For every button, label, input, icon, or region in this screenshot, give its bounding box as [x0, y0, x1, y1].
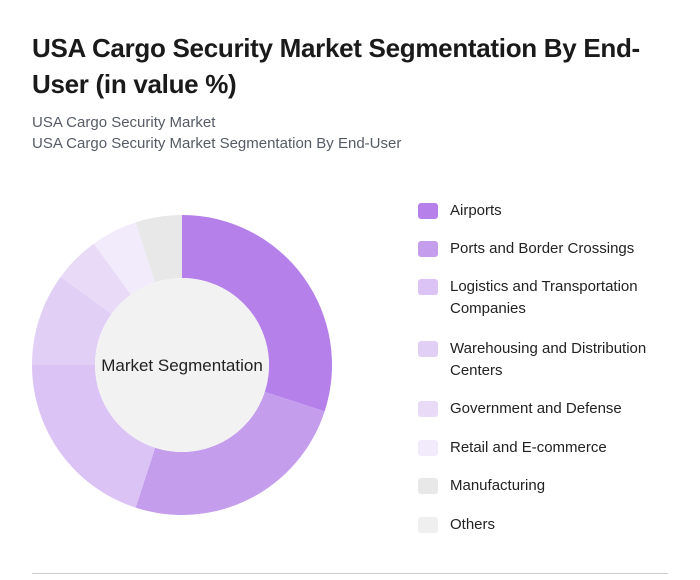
donut-slice-airports[interactable] [182, 215, 332, 412]
legend-label: Logistics and Transportation Companies [450, 278, 638, 317]
legend-swatch [418, 440, 438, 456]
legend-label: Ports and Border Crossings [450, 240, 635, 257]
legend-label: Others [450, 516, 496, 533]
legend-item[interactable]: Retail and E-commerce [418, 437, 665, 459]
donut-chart: Market Segmentation [32, 215, 332, 515]
legend-label: Government and Defense [450, 400, 622, 417]
legend-item[interactable]: Logistics and Transportation Companies [418, 276, 665, 320]
legend-item[interactable]: Others [418, 514, 665, 536]
donut-center [95, 278, 269, 452]
legend-swatch [418, 517, 438, 533]
divider [32, 573, 668, 574]
legend-swatch [418, 478, 438, 494]
legend-label: Warehousing and Distribution Centers [450, 340, 647, 379]
legend-swatch [418, 279, 438, 295]
legend-item[interactable]: Ports and Border Crossings [418, 238, 665, 260]
legend-swatch [418, 401, 438, 417]
donut-slice-ports-and-border-crossings[interactable] [135, 391, 325, 515]
legend-item[interactable]: Warehousing and Distribution Centers [418, 338, 665, 382]
legend-label: Manufacturing [450, 477, 546, 494]
legend-label: Retail and E-commerce [450, 439, 607, 456]
subtitle-1: USA Cargo Security Market [32, 114, 216, 131]
donut-slice-retail-and-e-commerce[interactable] [93, 222, 156, 295]
center-label: Market Segmentation [101, 356, 263, 375]
subtitle-2: USA Cargo Security Market Segmentation B… [32, 135, 402, 152]
donut-slice-logistics-and-transportation-companies[interactable] [32, 365, 156, 508]
legend-label: Airports [450, 202, 502, 219]
donut-slice-manufacturing[interactable] [135, 215, 182, 283]
legend-swatch [418, 203, 438, 219]
donut-slice-warehousing-and-distribution-centers[interactable] [32, 276, 112, 365]
legend-swatch [418, 241, 438, 257]
legend-item[interactable]: Airports [418, 200, 665, 222]
chart-title: USA Cargo Security Market Segmentation B… [32, 33, 640, 99]
legend-item[interactable]: Government and Defense [418, 398, 665, 420]
legend-swatch [418, 341, 438, 357]
donut-slice-government-and-defense[interactable] [60, 243, 131, 314]
legend-item[interactable]: Manufacturing [418, 475, 665, 497]
